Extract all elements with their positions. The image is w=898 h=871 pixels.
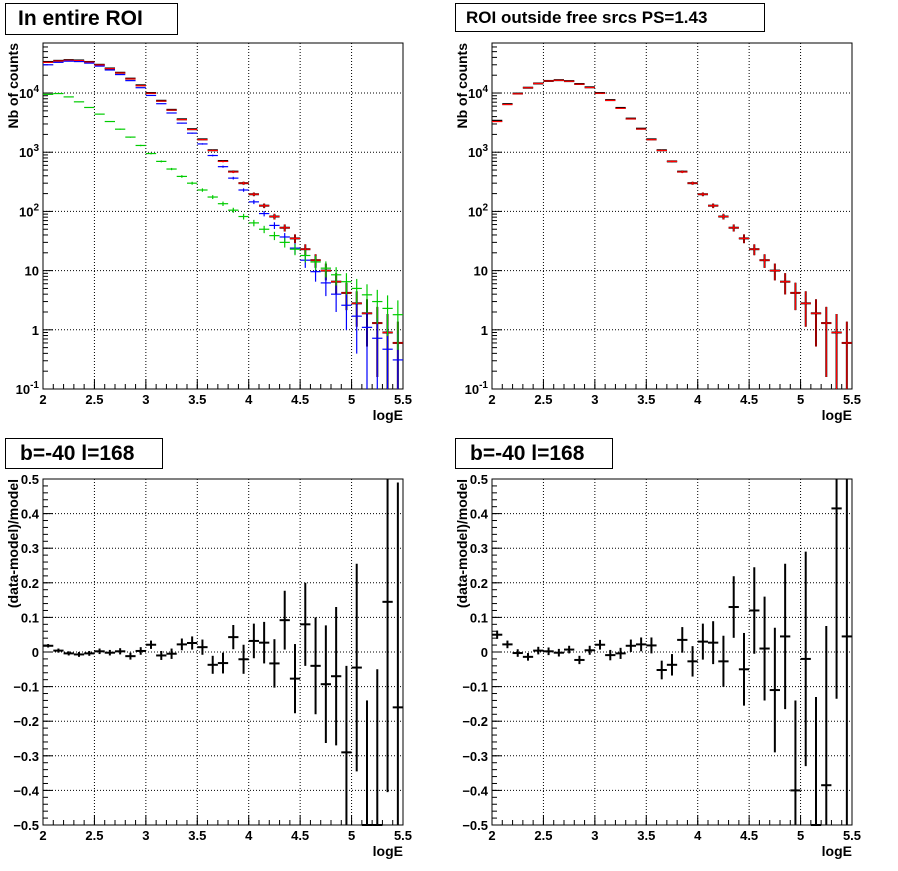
series-model-3 [43, 92, 403, 350]
y-tick-label: 102 [468, 202, 488, 219]
y-tick-label: 0.3 [470, 541, 488, 556]
x-tick-label: 2.5 [85, 828, 103, 843]
y-tick-label: −0.3 [13, 749, 39, 764]
x-axis-label: logE [373, 407, 403, 423]
x-tick-label: 3 [591, 828, 598, 843]
panel-2: 2 2.5 3 3.5 4 4.5 5 5.5 10-1 1 10 102 103 104 logE Nb o… [454, 42, 861, 423]
series-model-2 [43, 60, 403, 389]
x-tick-label: 5 [797, 828, 804, 843]
x-tick-label: 4.5 [291, 392, 309, 407]
panel-4: 2 2.5 3 3.5 4 4.5 5 5.5 −0.5 −0.4 −0.3 −0.2 −0.1 0 0.1… [454, 472, 861, 859]
y-tick-label: 0 [481, 645, 488, 660]
y-tick-label: 103 [19, 143, 39, 160]
y-tick-label: 102 [19, 202, 39, 219]
x-tick-label: 4 [694, 828, 702, 843]
y-tick-label: 0.2 [470, 576, 488, 591]
y-tick-label: −0.4 [13, 783, 39, 798]
y-tick-label: −0.2 [462, 714, 488, 729]
y-tick-label: 103 [468, 143, 488, 160]
y-axis-label: (data-model)/model [454, 479, 470, 608]
panel-title-bottom-left: b=-40 l=168 [5, 438, 163, 469]
y-tick-label: 0.5 [470, 472, 488, 487]
y-tick-label: −0.1 [462, 680, 488, 695]
y-tick-label: −0.3 [462, 749, 488, 764]
y-tick-label: 0.1 [21, 610, 39, 625]
y-tick-label: −0.5 [13, 818, 39, 833]
y-tick-label: 10 [474, 264, 488, 279]
y-tick-label: 1 [32, 323, 39, 338]
y-tick-label: 104 [468, 84, 488, 101]
y-tick-label: 10 [25, 264, 39, 279]
y-tick-label: 1 [481, 323, 488, 338]
panel-title-top-right: ROI outside free srcs PS=1.43 [455, 3, 765, 32]
panel-title-top-left: In entire ROI [5, 3, 178, 35]
panel-title-bottom-right: b=-40 l=168 [455, 438, 613, 469]
series-data-0 [492, 79, 852, 389]
x-tick-label: 5 [348, 392, 355, 407]
x-tick-label: 4.5 [740, 828, 758, 843]
x-tick-label: 2 [39, 392, 46, 407]
y-tick-label: −0.4 [462, 783, 488, 798]
x-tick-label: 4.5 [740, 392, 758, 407]
x-tick-label: 5 [797, 392, 804, 407]
x-tick-label: 3 [142, 828, 149, 843]
x-tick-label: 3.5 [188, 828, 206, 843]
y-tick-label: 0 [32, 645, 39, 660]
plot-frame [491, 42, 853, 390]
x-tick-label: 5 [348, 828, 355, 843]
x-tick-label: 5.5 [843, 828, 861, 843]
x-tick-label: 3.5 [188, 392, 206, 407]
x-tick-label: 2 [488, 392, 495, 407]
y-tick-label: 0.3 [21, 541, 39, 556]
y-tick-label: 104 [19, 84, 39, 101]
x-tick-label: 5.5 [394, 828, 412, 843]
x-tick-label: 4 [694, 392, 702, 407]
x-tick-label: 5.5 [843, 392, 861, 407]
y-axis-label: Nb of counts [5, 43, 21, 129]
series-model-1 [43, 59, 403, 389]
y-tick-label: −0.1 [13, 680, 39, 695]
panel-1: 2 2.5 3 3.5 4 4.5 5 5.5 10-1 1 10 102 103 104 logE Nb o… [5, 42, 412, 423]
plot-frame [42, 42, 404, 390]
y-tick-label: −0.2 [13, 714, 39, 729]
x-tick-label: 2.5 [534, 828, 552, 843]
x-axis-label: logE [373, 843, 403, 859]
y-tick-label: 10-1 [465, 380, 489, 397]
y-tick-label: 0.1 [470, 610, 488, 625]
y-tick-label: 0.5 [21, 472, 39, 487]
x-tick-label: 5.5 [394, 392, 412, 407]
x-tick-label: 3 [142, 392, 149, 407]
x-tick-label: 4 [245, 828, 253, 843]
y-tick-label: −0.5 [462, 818, 488, 833]
y-tick-label: 0.2 [21, 576, 39, 591]
x-tick-label: 3.5 [637, 392, 655, 407]
x-tick-label: 4 [245, 392, 253, 407]
y-axis-label: Nb of counts [454, 43, 470, 129]
y-tick-label: 10-1 [16, 380, 40, 397]
y-tick-label: 0.4 [21, 507, 40, 522]
series-data-0 [492, 479, 852, 826]
y-axis-label: (data-model)/model [5, 479, 21, 608]
x-tick-label: 2 [39, 828, 46, 843]
x-tick-label: 4.5 [291, 828, 309, 843]
x-tick-label: 2.5 [85, 392, 103, 407]
x-tick-label: 3.5 [637, 828, 655, 843]
x-axis-label: logE [822, 407, 852, 423]
x-tick-label: 2 [488, 828, 495, 843]
x-axis-label: logE [822, 843, 852, 859]
series-data-0 [43, 59, 403, 389]
x-tick-label: 2.5 [534, 392, 552, 407]
y-tick-label: 0.4 [470, 507, 489, 522]
series-data-0 [43, 479, 403, 826]
x-tick-label: 3 [591, 392, 598, 407]
series-model-1 [492, 79, 852, 389]
panel-3: 2 2.5 3 3.5 4 4.5 5 5.5 −0.5 −0.4 −0.3 −0.2 −0.1 0 0.1… [5, 472, 412, 859]
